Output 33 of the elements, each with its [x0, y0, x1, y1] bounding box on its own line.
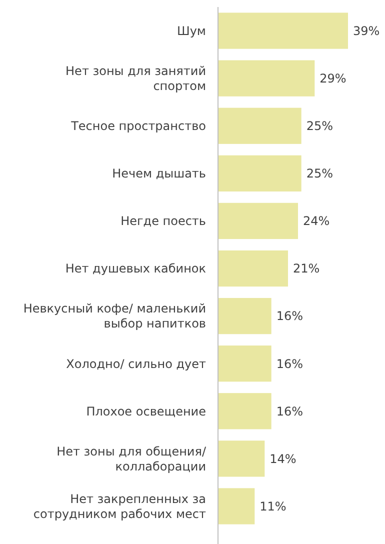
y-tick-label: Нет зоны для общения/ коллаборации — [56, 444, 207, 474]
data-label: 24% — [303, 214, 330, 228]
data-label: 11% — [260, 499, 286, 514]
y-tick-label: Плохое освещение — [86, 404, 206, 418]
data-label: 25% — [306, 119, 334, 134]
bar — [218, 298, 272, 334]
bar — [218, 108, 302, 144]
y-tick-label: Шум — [177, 24, 206, 38]
data-label: 16% — [276, 356, 304, 371]
bar — [218, 393, 272, 430]
y-tick-label: Нет зоны для занятий спортом — [66, 64, 206, 94]
bar — [218, 60, 315, 96]
bar — [218, 440, 265, 477]
y-tick-label: Нечем дышать — [112, 166, 206, 181]
data-label: 39% — [353, 24, 380, 38]
y-tick-label: Холодно/ сильно дует — [66, 356, 206, 371]
data-label: 21% — [293, 262, 320, 276]
y-tick-label: Нет душевых кабинок — [65, 262, 206, 276]
y-tick-label: Невкусный кофе/ маленький выбор напитков — [23, 302, 206, 331]
data-label: 29% — [320, 72, 346, 86]
bar — [218, 346, 272, 382]
y-tick-label: Нет закрепленных за сотрудником рабочих мест — [33, 492, 206, 521]
bar — [218, 488, 255, 524]
data-label: 16% — [276, 404, 304, 418]
y-tick-label: Негде поесть — [120, 214, 206, 228]
data-label: 16% — [276, 309, 304, 324]
y-tick-label: Тесное пространство — [70, 119, 206, 134]
data-label: 25% — [306, 166, 334, 181]
bar — [218, 155, 302, 192]
bar — [218, 12, 348, 49]
bar — [218, 202, 298, 240]
data-label: 14% — [270, 452, 296, 466]
bar — [218, 250, 288, 287]
